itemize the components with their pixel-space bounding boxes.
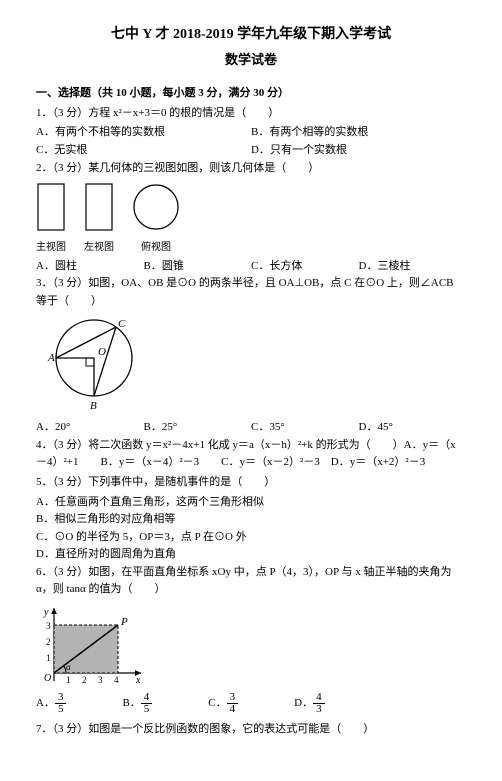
q2-left-label: 左视图 bbox=[84, 240, 114, 256]
q6-opt-a: A．35 bbox=[36, 692, 66, 715]
q6-opt-d-label: D． bbox=[294, 697, 313, 709]
q6-figure: α P O x y 1 2 3 4 1 2 3 bbox=[36, 603, 146, 688]
q2-options: A．圆柱 B．圆锥 C．长方体 D．三棱柱 bbox=[36, 258, 466, 276]
q6-opt-d: D．43 bbox=[294, 692, 324, 715]
q6-c-den: 4 bbox=[227, 704, 239, 715]
q1-text: 1．（3 分）方程 x²－x+3＝0 的根的情况是（ ） bbox=[36, 105, 466, 123]
q3-figure: A B C O bbox=[36, 313, 466, 420]
q3-text: 3．（3 分）如图，OA、OB 是⊙O 的两条半径，且 OA⊥OB，点 C 在⊙… bbox=[36, 275, 466, 310]
q6-label-y: y bbox=[43, 607, 49, 618]
q6-label-p: P bbox=[120, 616, 128, 628]
q6-options: A．35 B．45 C．34 D．43 bbox=[36, 692, 466, 715]
q1-opt-d: D．只有一个实数根 bbox=[251, 142, 466, 160]
q3-label-o: O bbox=[98, 346, 106, 358]
q2-opt-d: D．三棱柱 bbox=[359, 258, 467, 276]
q6-text: 6．（3 分）如图，在平面直角坐标系 xOy 中，点 P（4，3），OP 与 x… bbox=[36, 564, 466, 599]
q6-a-den: 5 bbox=[55, 704, 67, 715]
q1-opt-a: A．有两个不相等的实数根 bbox=[36, 124, 251, 142]
q2-front-view: 主视图 bbox=[36, 183, 66, 256]
q5-opt-a: A．任意画两个直角三角形，这两个三角形相似 bbox=[36, 494, 466, 512]
q6-opt-c: C．34 bbox=[208, 692, 238, 715]
section-heading: 一、选择题（共 10 小题，每小题 3 分，满分 30 分） bbox=[36, 85, 466, 103]
q6-ytick-3: 3 bbox=[46, 621, 51, 631]
q7-text: 7．（3 分）如图是一个反比例函数的图象，它的表达式可能是（ ） bbox=[36, 721, 466, 739]
q2-opt-a: A．圆柱 bbox=[36, 258, 144, 276]
q6-label-x: x bbox=[135, 675, 141, 686]
rect-icon bbox=[37, 183, 65, 231]
q2-figures: 主视图 左视图 俯视图 bbox=[36, 183, 466, 256]
q5-opt-b: B．相似三角形的对应角相等 bbox=[36, 511, 466, 529]
q6-tick-3: 3 bbox=[98, 675, 103, 685]
q3-opt-c: C．35° bbox=[251, 419, 359, 437]
q6-b-den: 5 bbox=[141, 704, 153, 715]
page-title: 七中 Y 才 2018-2019 学年九年级下期入学考试 bbox=[36, 24, 466, 46]
q6-d-den: 3 bbox=[313, 704, 325, 715]
q6-opt-a-label: A． bbox=[36, 697, 55, 709]
q1-options: A．有两个不相等的实数根 B．有两个相等的实数根 bbox=[36, 124, 466, 142]
q2-opt-b: B．圆锥 bbox=[144, 258, 252, 276]
q6-ytick-1: 1 bbox=[46, 653, 51, 663]
q1-opt-b: B．有两个相等的实数根 bbox=[251, 124, 466, 142]
page-subtitle: 数学试卷 bbox=[36, 50, 466, 71]
q6-tick-1: 1 bbox=[66, 675, 71, 685]
q6-ytick-2: 2 bbox=[46, 637, 51, 647]
q3-opt-b: B．25° bbox=[144, 419, 252, 437]
q3-label-a: A bbox=[47, 352, 55, 364]
q2-text: 2．（3 分）某几何体的三视图如图，则该几何体是（ ） bbox=[36, 160, 466, 178]
q3-label-c: C bbox=[118, 318, 126, 330]
q6-opt-b: B．45 bbox=[122, 692, 152, 715]
q6-opt-b-label: B． bbox=[122, 697, 140, 709]
q6-label-o: O bbox=[44, 673, 51, 684]
q1-options-2: C．无实根 D．只有一个实数根 bbox=[36, 142, 466, 160]
q5-text: 5．（3 分）下列事件中，是随机事件的是（ ） bbox=[36, 474, 466, 492]
q6-tick-2: 2 bbox=[82, 675, 87, 685]
q3-opt-d: D．45° bbox=[359, 419, 467, 437]
circle-icon bbox=[132, 183, 180, 231]
q3-opt-a: A．20° bbox=[36, 419, 144, 437]
rect-icon bbox=[85, 183, 113, 231]
q6-tick-4: 4 bbox=[114, 675, 119, 685]
q2-left-view: 左视图 bbox=[84, 183, 114, 256]
q2-front-label: 主视图 bbox=[36, 240, 66, 256]
q2-top-view: 俯视图 bbox=[132, 183, 180, 256]
q3-label-b: B bbox=[90, 400, 97, 412]
q2-top-label: 俯视图 bbox=[132, 240, 180, 256]
q6-label-alpha: α bbox=[66, 662, 71, 672]
q3-options: A．20° B．25° C．35° D．45° bbox=[36, 419, 466, 437]
q5-opt-d: D．直径所对的圆周角为直角 bbox=[36, 546, 466, 564]
q1-opt-c: C．无实根 bbox=[36, 142, 251, 160]
q4-text: 4．（3 分）将二次函数 y＝x²－4x+1 化成 y＝a（x－h）²+k 的形… bbox=[36, 437, 466, 472]
q6-opt-c-label: C． bbox=[208, 697, 226, 709]
q5-opt-c: C．⊙O 的半径为 5，OP＝3，点 P 在⊙O 外 bbox=[36, 529, 466, 547]
q2-opt-c: C．长方体 bbox=[251, 258, 359, 276]
